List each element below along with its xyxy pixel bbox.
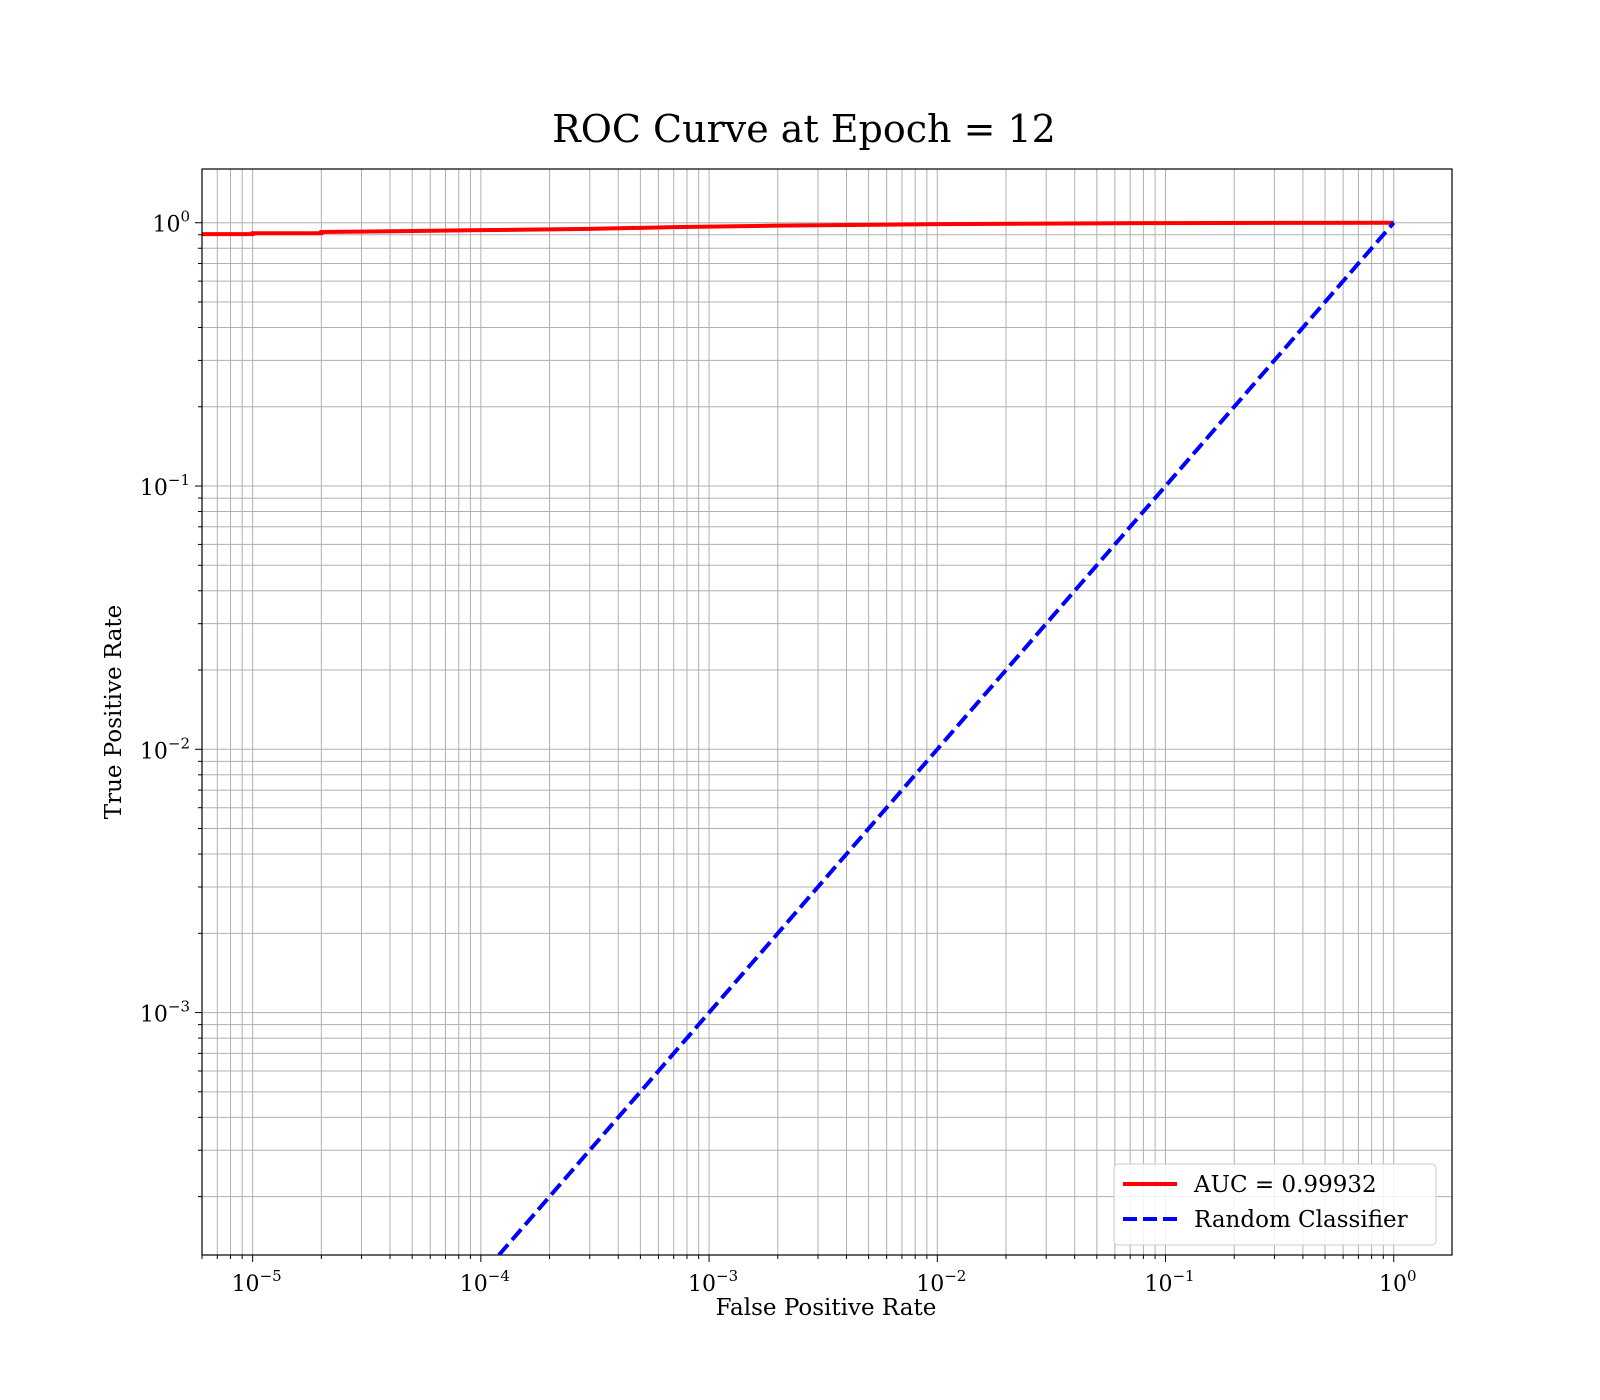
x-tick-label: 10−5 [232,1267,282,1297]
x-tick-label: 10−3 [688,1267,738,1297]
x-tick-label: 10−4 [460,1267,510,1297]
x-tick-label: 100 [1379,1267,1417,1297]
legend: AUC = 0.99932 Random Classifier [1113,1163,1437,1246]
y-tick-label: 10−3 [140,998,190,1028]
legend-label-auc: AUC = 0.99932 [1193,1172,1377,1198]
x-tick-label: 10−1 [1144,1267,1194,1297]
grid [201,169,1452,1255]
plot-series [202,220,1396,1255]
chart-title: ROC Curve at Epoch = 12 [552,107,1056,151]
roc-curve-line [202,220,1394,237]
x-tick-label: 10−2 [916,1267,966,1297]
legend-box [1113,1163,1437,1246]
plot-frame [201,168,1453,1256]
random-classifier-line [497,221,1396,1255]
y-axis-label: True Positive Rate [101,605,127,820]
axis-ticks: 10−5 10−4 10−3 10−2 10−1 100 10−3 10−2 10−1 100 [140,208,1417,1297]
x-axis-label: False Positive Rate [716,1295,937,1321]
y-tick-label: 10−2 [140,734,190,764]
legend-label-random-classifier: Random Classifier [1194,1207,1408,1233]
y-tick-label: 100 [152,208,190,238]
y-tick-label: 10−1 [140,471,190,501]
